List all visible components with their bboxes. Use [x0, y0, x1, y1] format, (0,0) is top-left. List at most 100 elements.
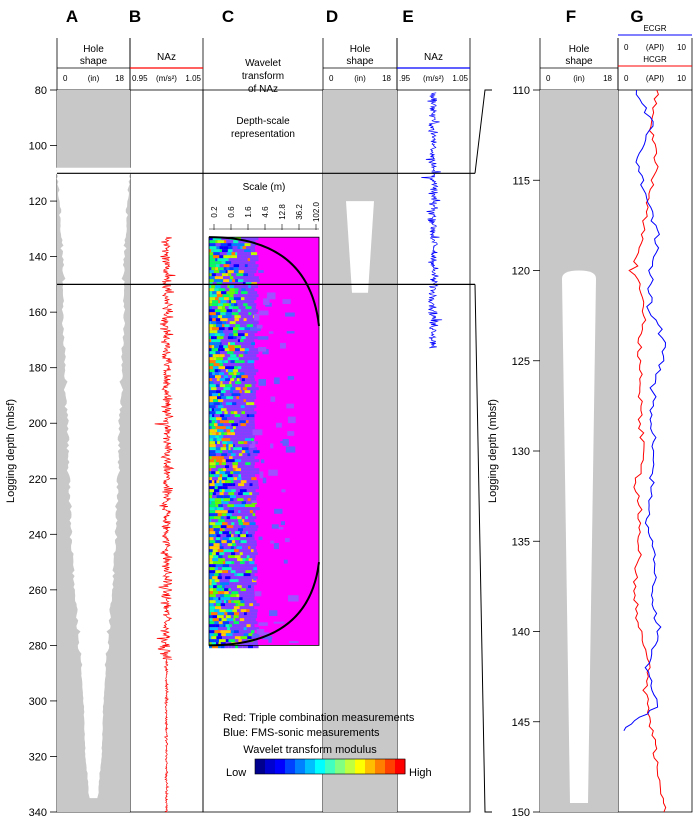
wavelet-cell — [238, 249, 245, 253]
wavelet-cell — [248, 435, 251, 439]
wavelet-cell — [225, 609, 233, 613]
wavelet-cell — [242, 321, 249, 325]
wavelet-cell — [229, 390, 234, 394]
wavelet-cell — [251, 525, 259, 529]
wavelet-blob — [251, 500, 257, 503]
wavelet-cell — [222, 282, 228, 286]
tick-label: 300 — [29, 696, 47, 708]
wavelet-cell — [215, 318, 221, 322]
wavelet-cell — [228, 246, 233, 250]
wavelet-cell — [209, 558, 213, 562]
panel-letter-F: F — [566, 7, 576, 26]
wavelet-cell — [214, 567, 218, 571]
wavelet-cell — [213, 585, 217, 589]
wavelet-cell — [233, 372, 237, 376]
wavelet-cell — [243, 339, 248, 343]
wavelet-cell — [253, 516, 257, 520]
wavelet-cell — [230, 486, 237, 490]
wavelet-cell — [215, 375, 221, 379]
wavelet-cell — [214, 516, 219, 520]
wavelet-cell — [253, 510, 256, 514]
wavelet-blob — [280, 521, 285, 526]
wavelet-cell — [239, 486, 245, 490]
wavelet-cell — [239, 372, 245, 376]
panel-frame-E — [396, 89, 471, 813]
wavelet-cell — [209, 318, 213, 322]
wavelet-cell — [230, 546, 234, 550]
wavelet-cell — [230, 498, 234, 502]
wavelet-cell — [215, 333, 221, 337]
wavelet-cell — [231, 513, 234, 517]
wavelet-cell — [239, 489, 247, 493]
wavelet-cell — [222, 294, 230, 298]
wavelet-cell — [244, 612, 247, 616]
wavelet-cell — [214, 546, 220, 550]
wavelet-cell — [239, 621, 243, 625]
wavelet-cell — [244, 360, 248, 364]
tick-label: 160 — [29, 307, 47, 319]
wavelet-cell — [209, 282, 213, 286]
wavelet-cell — [241, 411, 246, 415]
wavelet-cell — [247, 360, 255, 364]
wavelet-cell — [209, 255, 213, 259]
wavelet-cell — [222, 258, 229, 262]
wavelet-cell — [209, 312, 216, 316]
wavelet-cell — [235, 570, 241, 574]
wavelet-cell — [246, 426, 252, 430]
wavelet-cell — [246, 609, 250, 613]
wavelet-cell — [251, 291, 258, 295]
wavelet-cell — [242, 471, 247, 475]
wavelet-cell — [209, 414, 213, 418]
scale-unit: (m/s²) — [423, 74, 444, 83]
wavelet-cell — [238, 369, 242, 373]
colorbar-swatch — [285, 759, 296, 774]
wavelet-cell — [234, 492, 239, 496]
wavelet-cell — [223, 600, 227, 604]
wavelet-cell — [238, 483, 245, 487]
wavelet-cell — [214, 483, 219, 487]
wavelet-cell — [214, 621, 219, 625]
wavelet-cell — [237, 411, 242, 415]
wavelet-cell — [243, 303, 248, 307]
wavelet-cell — [244, 390, 251, 394]
wavelet-cell — [252, 462, 255, 466]
wavelet-cell — [246, 543, 252, 547]
wavelet-cell — [238, 582, 245, 586]
scale-unit: (m/s²) — [156, 74, 177, 83]
wavelet-blob — [271, 524, 279, 529]
wavelet-cell — [209, 252, 214, 256]
wavelet-cell — [215, 435, 220, 439]
wavelet-cell — [224, 630, 231, 634]
wavelet-cell — [223, 615, 226, 619]
wavelet-cell — [225, 261, 232, 265]
naz-trace-red-lower — [163, 659, 170, 813]
panel-letter-C: C — [222, 7, 234, 26]
wavelet-cell — [237, 558, 243, 562]
wavelet-cell — [215, 624, 220, 628]
wavelet-cell — [234, 636, 241, 640]
wavelet-blob — [258, 379, 266, 386]
wavelet-cell — [223, 495, 230, 499]
wavelet-cell — [212, 558, 219, 562]
wavelet-cell — [220, 339, 225, 343]
wavelet-cell — [227, 318, 235, 322]
wavelet-cell — [230, 615, 234, 619]
wavelet-cell — [252, 558, 255, 562]
wavelet-cell — [228, 306, 233, 310]
wavelet-cell — [235, 483, 239, 487]
wavelet-cell — [224, 240, 227, 244]
wavelet-cell — [240, 510, 243, 514]
panel-frame-G — [617, 89, 693, 813]
wavelet-blob — [258, 347, 267, 352]
wavelet-cell — [249, 609, 253, 613]
wavelet-cell — [223, 549, 228, 553]
wavelet-cell — [248, 534, 253, 538]
wavelet-cell — [252, 357, 259, 361]
wavelet-cell — [236, 378, 240, 382]
wavelet-cell — [229, 495, 237, 499]
wavelet-cell — [238, 603, 245, 607]
wavelet-cell — [244, 315, 247, 319]
wavelet-cell — [249, 555, 256, 559]
wavelet-cell — [243, 354, 250, 358]
wavelet-cell — [219, 594, 225, 598]
